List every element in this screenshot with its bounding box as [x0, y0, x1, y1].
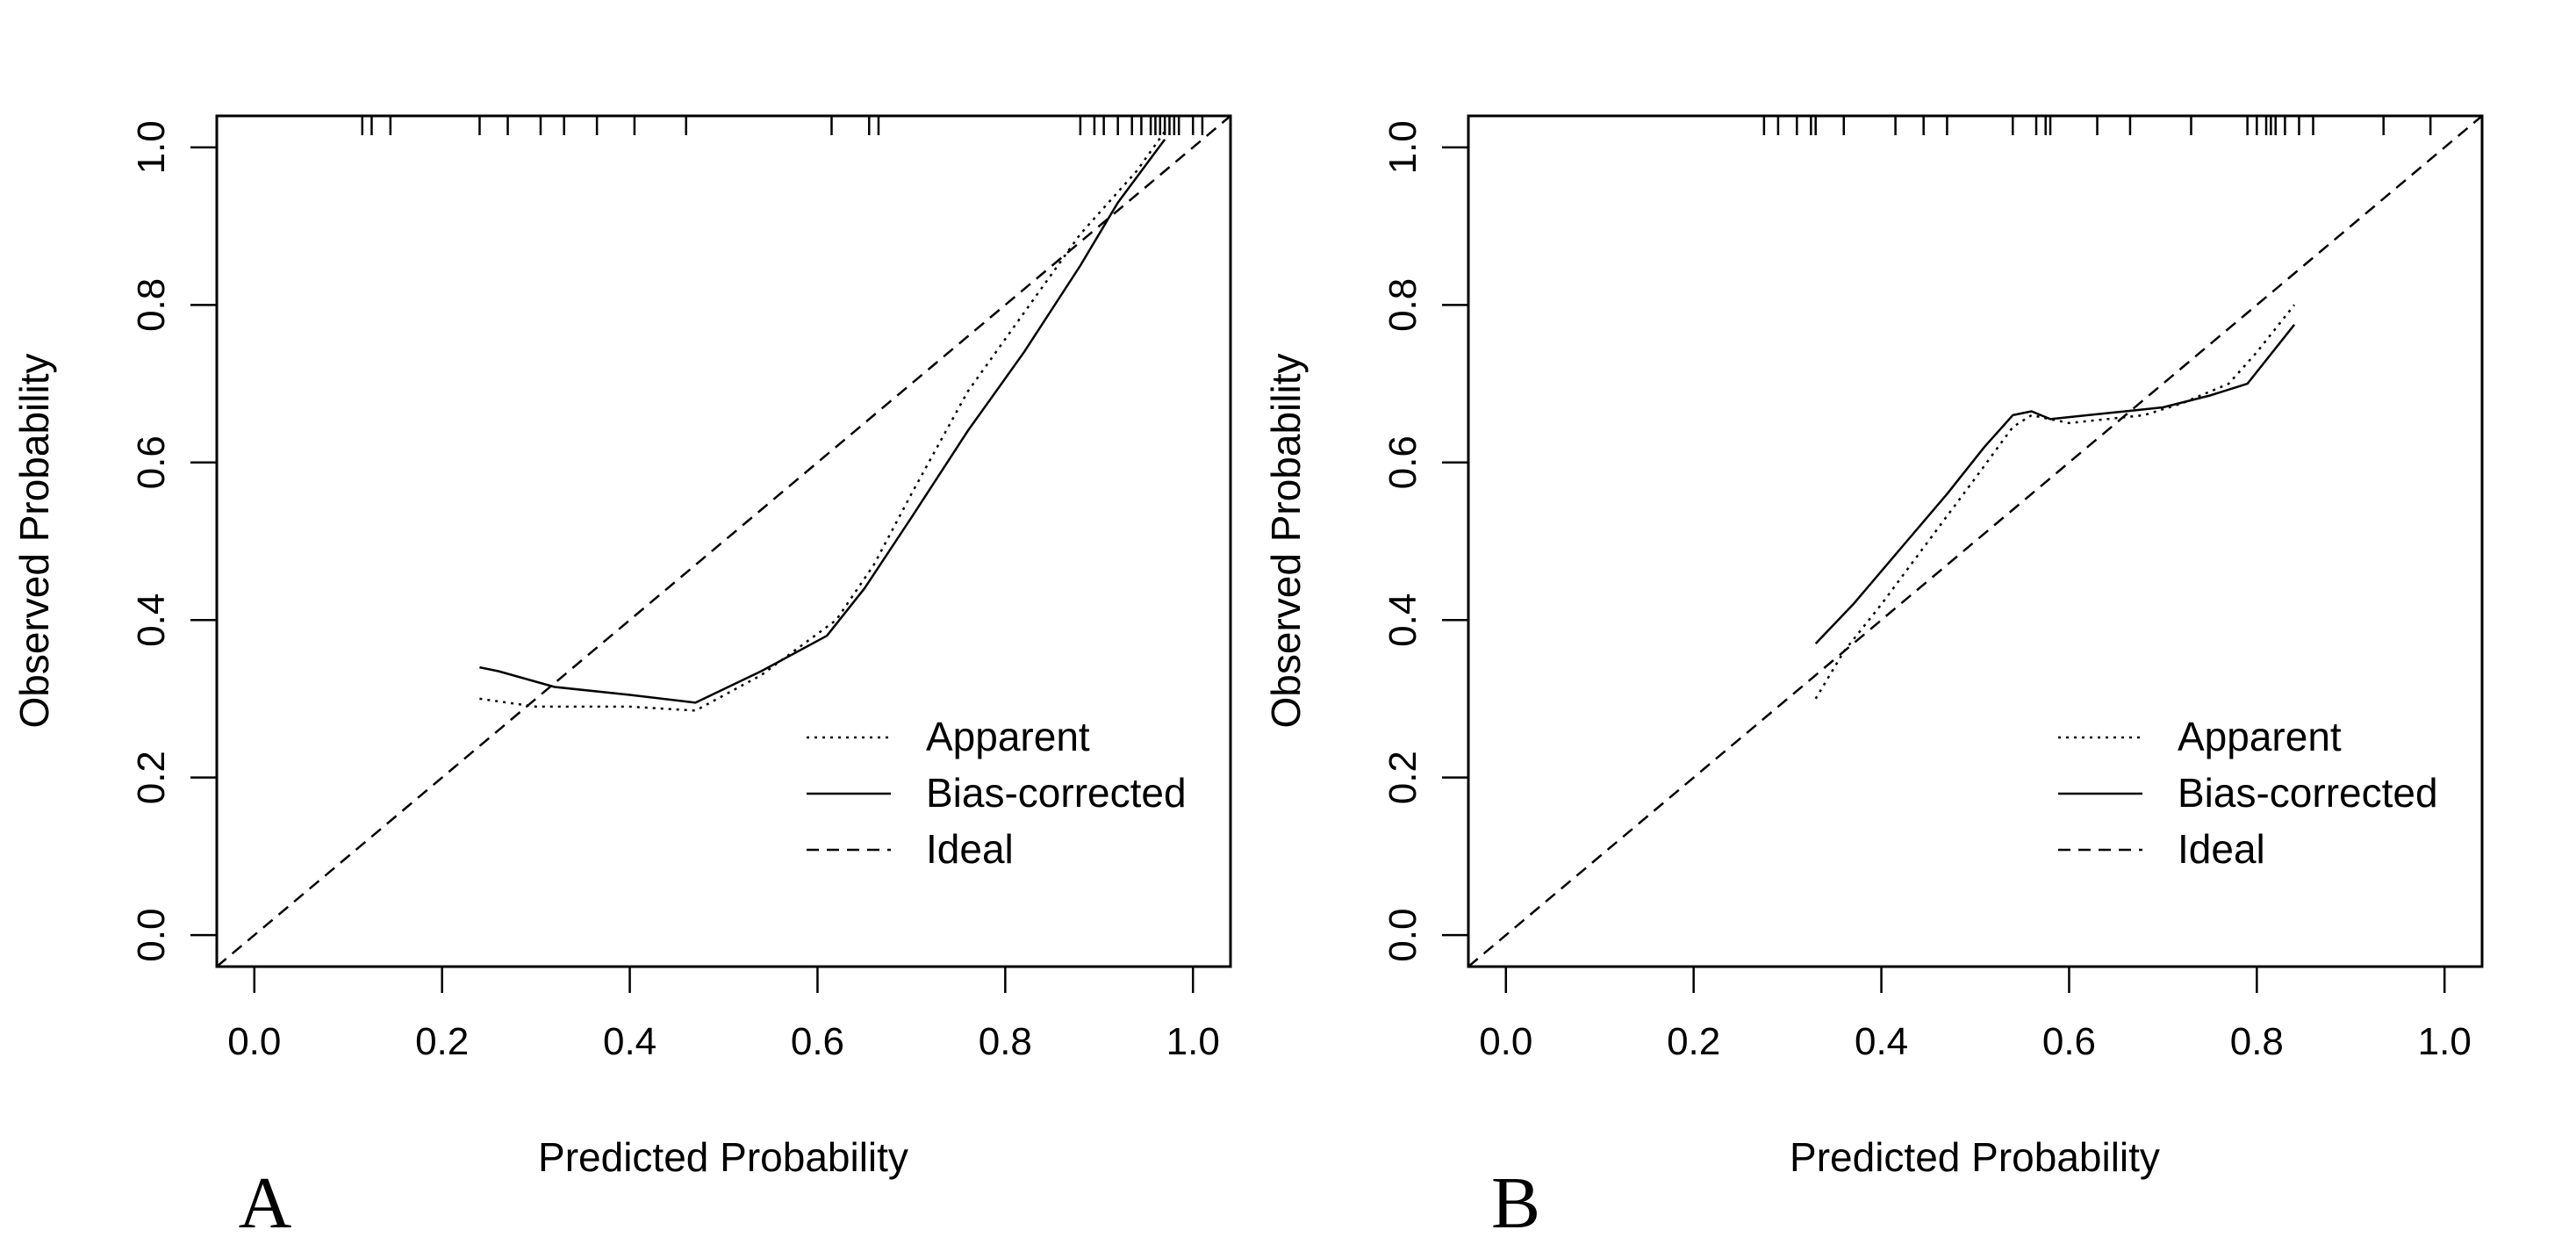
y-axis: 0.0 0.2 0.4 0.6 0.8 1.0 — [130, 120, 217, 962]
x-axis-label: Predicted Probability — [538, 1134, 908, 1180]
legend-label: Apparent — [2178, 714, 2342, 759]
y-tick-label: 0.2 — [1381, 751, 1424, 804]
y-axis: 0.0 0.2 0.4 0.6 0.8 1.0 — [1381, 120, 1468, 962]
x-tick-label: 0.0 — [1479, 1020, 1532, 1063]
x-tick-label: 1.0 — [2418, 1020, 2472, 1063]
x-tick-label: 0.8 — [979, 1020, 1032, 1063]
y-tick-label: 0.6 — [1381, 435, 1424, 489]
x-tick-label: 0.4 — [1855, 1020, 1908, 1063]
y-tick-label: 1.0 — [1381, 120, 1424, 174]
x-tick-label: 0.2 — [415, 1020, 469, 1063]
x-tick-label: 0.2 — [1667, 1020, 1720, 1063]
rug-marks — [1762, 116, 2432, 135]
series-line-apparent — [1814, 304, 2296, 700]
y-tick-label: 0.8 — [130, 278, 173, 332]
legend-label: Ideal — [2178, 826, 2265, 872]
series-line-apparent — [479, 131, 1166, 712]
series-line-bias-corrected — [1814, 324, 2296, 644]
y-tick-label: 1.0 — [130, 120, 173, 174]
legend-label: Bias-corrected — [926, 770, 1187, 816]
x-axis: 0.0 0.2 0.4 0.6 0.8 1.0 — [1479, 967, 2472, 1063]
series-layer — [216, 115, 1231, 967]
x-tick-label: 1.0 — [1166, 1020, 1220, 1063]
plot-frame — [215, 114, 1232, 968]
panel-b: 0.0 0.2 0.4 0.6 0.8 1.0 0.0 0.2 0.4 0.6 0.8 1.0 Ap… — [1263, 114, 2484, 1237]
x-tick-label: 0.8 — [2230, 1020, 2284, 1063]
x-tick-label: 0.0 — [227, 1020, 281, 1063]
y-tick-label: 0.6 — [130, 435, 173, 489]
y-tick-label: 0.0 — [1381, 909, 1424, 962]
y-tick-label: 0.0 — [130, 909, 173, 962]
legend: Apparent Bias-corrected Ideal — [807, 714, 1187, 872]
series-line-bias-corrected — [479, 139, 1166, 704]
plot-frame — [1467, 114, 2484, 968]
y-tick-label: 0.8 — [1381, 278, 1424, 332]
panel-label: A — [239, 1162, 292, 1237]
panel-label: B — [1491, 1162, 1540, 1237]
series-layer — [1467, 115, 2483, 967]
legend: Apparent Bias-corrected Ideal — [2058, 714, 2438, 872]
x-axis-label: Predicted Probability — [1790, 1134, 2160, 1180]
x-tick-label: 0.6 — [2042, 1020, 2096, 1063]
y-tick-label: 0.4 — [1381, 593, 1424, 647]
y-tick-label: 0.2 — [130, 751, 173, 804]
panel-a: 0.0 0.2 0.4 0.6 0.8 1.0 0.0 0.2 0.4 0.6 0.8 1.0 Ap… — [11, 114, 1232, 1237]
legend-label: Ideal — [926, 826, 1014, 872]
y-axis-label: Observed Probability — [1263, 354, 1309, 729]
y-tick-label: 0.4 — [130, 593, 173, 647]
x-tick-label: 0.4 — [603, 1020, 657, 1063]
x-axis: 0.0 0.2 0.4 0.6 0.8 1.0 — [227, 967, 1220, 1063]
x-tick-label: 0.6 — [791, 1020, 844, 1063]
legend-label: Bias-corrected — [2178, 770, 2438, 816]
rug-marks — [361, 116, 1204, 135]
y-axis-label: Observed Probability — [11, 354, 57, 729]
legend-label: Apparent — [926, 714, 1090, 759]
